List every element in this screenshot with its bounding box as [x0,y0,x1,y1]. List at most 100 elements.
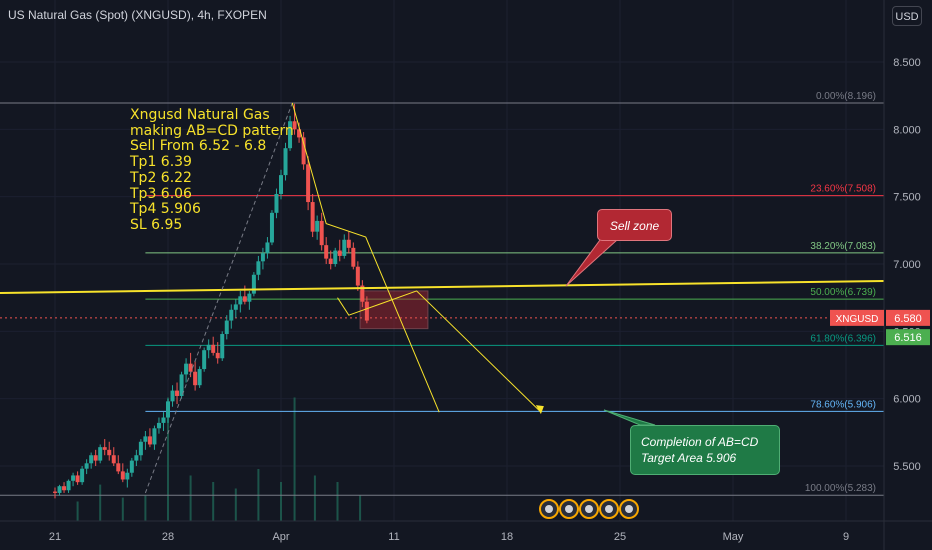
candle-body [364,301,369,321]
candle-body [247,293,252,302]
candle-body [188,363,193,372]
candle-body [125,472,130,480]
candle-body [215,352,220,359]
candle-body [143,436,148,442]
candle-body [260,253,265,262]
y-tick-label: 7.000 [893,259,921,271]
candle-body [337,250,342,256]
candle-body [57,486,62,493]
volume-bar [280,482,282,521]
x-tick-label: 9 [843,531,849,543]
volume-bar [189,475,192,521]
candle-body [319,220,324,246]
candle-body [333,250,338,264]
candle-body [269,212,274,243]
event-flag-dot [625,505,633,513]
candle-body [224,320,229,335]
trend-line [0,280,885,294]
candle-body [156,422,161,429]
event-flag-dot [605,505,613,513]
candle-body [80,468,85,483]
target-callout-line1: Completion of AB=CD [641,435,759,449]
candle-body [310,202,315,232]
other-price-tag [886,329,930,346]
candle-body [346,239,351,248]
candle-body [351,247,356,267]
candle-body [111,455,116,464]
event-flag-dot [565,505,573,513]
arrow-head-icon [535,405,544,415]
price-path-line [337,290,542,413]
candle-body [324,245,329,259]
candle-body [315,220,320,232]
price-tags: XNGUSD 6.580 6.516 [539,309,930,519]
y-tick-label: 8.500 [893,57,921,69]
volume-bar [167,397,169,521]
candle-body [98,447,103,461]
candle-body [211,344,216,353]
candle-body [360,285,365,302]
sell-zone-box [359,290,429,330]
target-callout[interactable]: Completion of AB=CD Target Area 5.906 [630,425,780,475]
candle-body [306,164,311,203]
candle-body [297,129,302,138]
y-tick-label: 8.000 [893,124,921,136]
candle-body [75,475,80,483]
volume-bar [293,397,296,521]
x-tick-label: 11 [388,531,399,543]
candle-body [175,390,180,396]
fib-level-label: 0.00%(8.196) [816,91,876,102]
event-flag-dot [545,505,553,513]
candle-body [93,455,98,461]
fib-level-label: 61.80%(6.396) [810,333,876,344]
candle-body [274,193,279,213]
candle-body [342,239,347,256]
note-line: Tp4 5.906 [130,201,201,218]
fib-level-label: 100.00%(5.283) [805,483,876,494]
candle-body [152,428,157,445]
candle-body [71,475,76,481]
candle-body [202,350,207,370]
candle-body [138,441,143,456]
candle-body [355,266,360,286]
volume-bar [99,484,102,521]
x-tick-label: 25 [614,531,626,543]
candle-body [53,491,57,493]
candle-body [102,447,107,450]
candle-body [116,463,121,472]
y-tick-label: 5.500 [893,461,921,473]
y-tick-label: 7.500 [893,192,921,204]
volume-bar [212,482,215,521]
candle-body [62,486,67,491]
sell-zone-callout[interactable]: Sell zone [597,209,672,241]
analysis-note: Xngusd Natural Gas making AB=CD pattern … [130,107,294,234]
last-price-tag [886,309,930,326]
y-tick-label: 6.000 [893,394,921,406]
symbol-tag-text: XNGUSD [836,314,879,325]
fib-level-label: 23.60%(7.508) [810,184,876,195]
candle-body [179,374,184,396]
x-tick-label: 28 [162,531,174,543]
x-tick-label: Apr [272,531,289,543]
candle-body [256,261,261,275]
candle-body [161,417,166,423]
candle-body [242,296,247,302]
volume-bar [234,488,237,521]
candle-body [292,121,297,130]
note-line: Tp1 6.39 [130,154,192,171]
volume-bar [336,482,339,521]
candle-body [206,344,211,351]
last-price-tag-text: 6.580 [894,313,922,325]
x-tick-label: 18 [501,531,513,543]
candles [53,103,369,499]
fib-retracement: 0.00%(8.196) 23.60%(7.508) 38.20%(7.083) 50… [0,91,884,496]
candle-body [129,460,134,473]
symbol-tag [830,309,884,326]
candle-body [220,334,225,359]
currency-button[interactable]: USD [892,6,922,26]
note-line: SL 6.95 [130,216,183,233]
candle-body [328,258,333,264]
event-flag-dot [585,505,593,513]
